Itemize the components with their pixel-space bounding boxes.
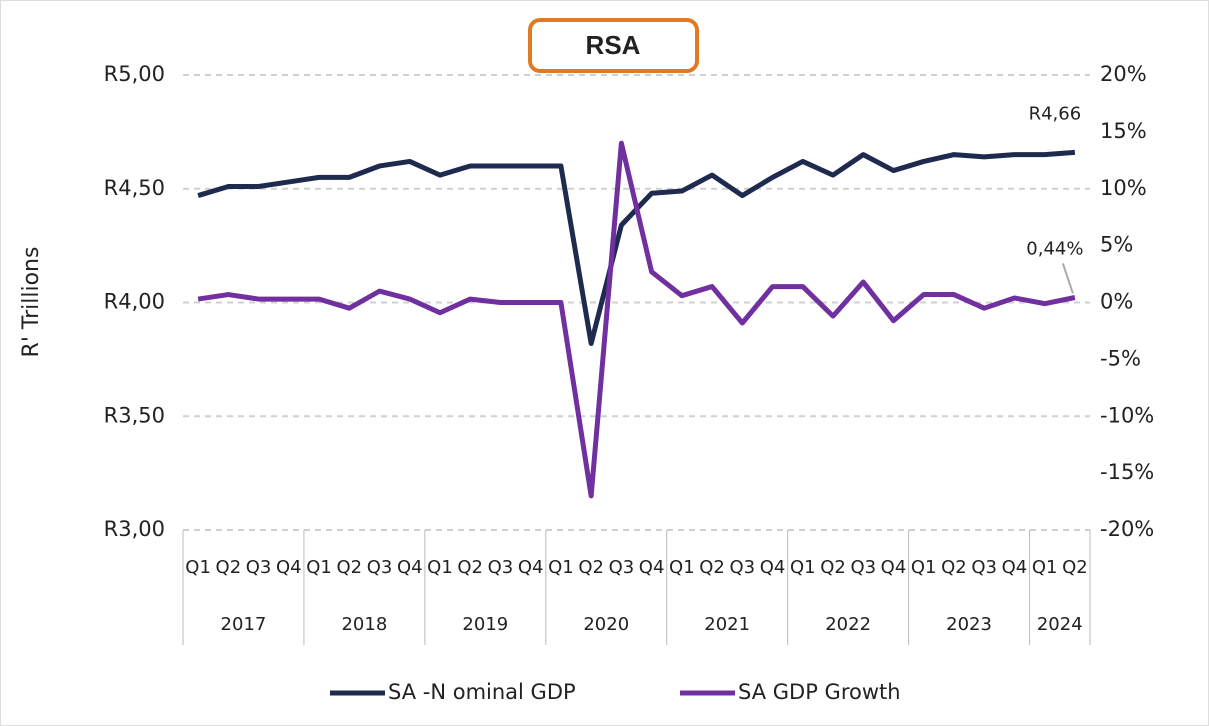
x-tick-label: Q3 xyxy=(609,557,635,578)
leader-line xyxy=(1061,263,1074,294)
x-tick-label: Q1 xyxy=(790,557,816,578)
y2-tick-label: -20% xyxy=(1100,517,1154,541)
x-tick-label: Q3 xyxy=(730,557,756,578)
y2-tick-label: -15% xyxy=(1100,460,1154,484)
legend-label: SA GDP Growth xyxy=(738,680,901,704)
y-axis-label: R' Trillions xyxy=(19,247,44,358)
x-tick-label: Q1 xyxy=(1032,557,1058,578)
x-group-label: 2019 xyxy=(462,614,508,635)
x-tick-label: Q4 xyxy=(397,557,423,578)
x-tick-label: Q3 xyxy=(971,557,997,578)
x-tick-label: Q2 xyxy=(1062,557,1088,578)
x-tick-label: Q3 xyxy=(850,557,876,578)
x-tick-label: Q3 xyxy=(488,557,514,578)
x-tick-label: Q4 xyxy=(639,557,665,578)
y-tick-label: R3,50 xyxy=(104,403,165,427)
legend-label: SA -N ominal GDP xyxy=(388,680,576,704)
y2-tick-label: -10% xyxy=(1100,403,1154,427)
x-tick-label: Q3 xyxy=(367,557,393,578)
x-tick-label: Q2 xyxy=(941,557,967,578)
x-tick-label: Q2 xyxy=(699,557,725,578)
x-group-label: 2024 xyxy=(1037,614,1083,635)
x-tick-label: Q1 xyxy=(306,557,332,578)
y2-tick-label: 15% xyxy=(1100,119,1147,143)
chart-title: RSA xyxy=(586,30,641,60)
x-group-label: 2018 xyxy=(341,614,387,635)
x-group-label: 2023 xyxy=(946,614,992,635)
x-tick-label: Q4 xyxy=(276,557,302,578)
x-tick-label: Q2 xyxy=(820,557,846,578)
y2-tick-label: 5% xyxy=(1100,233,1133,257)
y-tick-label: R4,00 xyxy=(104,290,165,314)
x-tick-label: Q1 xyxy=(427,557,453,578)
x-group-label: 2022 xyxy=(825,614,871,635)
y2-tick-label: 10% xyxy=(1100,176,1147,200)
title-box xyxy=(528,18,699,73)
x-tick-label: Q4 xyxy=(881,557,907,578)
x-tick-label: Q2 xyxy=(578,557,604,578)
x-group-label: 2017 xyxy=(221,614,267,635)
x-tick-label: Q1 xyxy=(548,557,574,578)
x-group-label: 2020 xyxy=(583,614,629,635)
x-tick-label: Q1 xyxy=(669,557,695,578)
y-tick-label: R4,50 xyxy=(104,176,165,200)
y2-tick-label: 20% xyxy=(1100,62,1147,86)
y-tick-label: R3,00 xyxy=(104,517,165,541)
x-tick-label: Q4 xyxy=(1002,557,1028,578)
x-tick-label: Q1 xyxy=(911,557,937,578)
x-tick-label: Q3 xyxy=(246,557,272,578)
x-tick-label: Q4 xyxy=(760,557,786,578)
x-tick-label: Q4 xyxy=(518,557,544,578)
data-label: R4,66 xyxy=(1029,103,1082,124)
x-tick-label: Q2 xyxy=(457,557,483,578)
x-tick-label: Q1 xyxy=(185,557,211,578)
x-tick-label: Q2 xyxy=(216,557,242,578)
y2-tick-label: -5% xyxy=(1100,346,1141,370)
x-group-label: 2021 xyxy=(704,614,750,635)
y2-tick-label: 0% xyxy=(1100,290,1133,314)
series-line xyxy=(197,140,1076,499)
y-tick-label: R5,00 xyxy=(104,62,165,86)
data-label: 0,44% xyxy=(1026,238,1083,259)
x-tick-label: Q2 xyxy=(336,557,362,578)
